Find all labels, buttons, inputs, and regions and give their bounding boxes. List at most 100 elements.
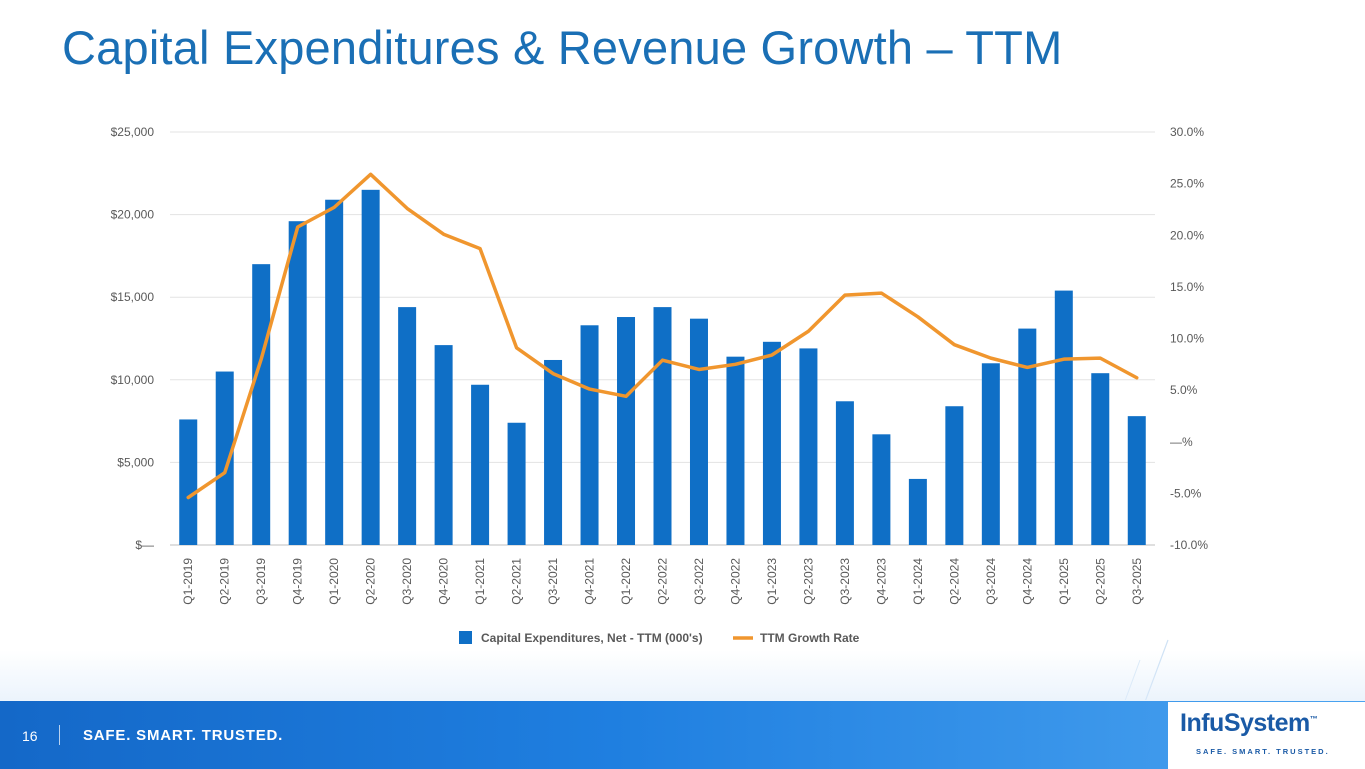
bar	[689, 318, 708, 545]
bar	[288, 221, 307, 545]
growth-rate-point	[187, 496, 190, 499]
y2-tick-label: -5.0%	[1170, 486, 1202, 500]
growth-rate-point	[478, 247, 482, 250]
bar	[799, 348, 818, 545]
growth-rate-point	[588, 387, 591, 391]
x-tick-label: Q1-2020	[327, 558, 341, 605]
y2-tick-label: —%	[1170, 435, 1193, 449]
x-tick-label: Q4-2023	[874, 558, 888, 605]
logo-backdrop	[1168, 702, 1365, 769]
bar	[726, 356, 745, 545]
growth-rate-point	[1099, 356, 1102, 360]
x-tick-label: Q4-2022	[728, 558, 742, 605]
y-tick-label: $15,000	[111, 290, 155, 304]
growth-rate-point	[1135, 376, 1138, 379]
logo-tagline: SAFE. SMART. TRUSTED.	[1196, 747, 1330, 756]
bar	[507, 422, 526, 545]
legend-swatch-capex	[459, 631, 472, 644]
bar	[580, 325, 599, 545]
x-tick-label: Q4-2024	[1020, 558, 1034, 605]
bar	[617, 317, 636, 545]
bar	[908, 478, 927, 545]
bar	[434, 345, 453, 545]
y2-tick-label: 15.0%	[1170, 280, 1204, 294]
growth-rate-point	[515, 346, 518, 349]
x-tick-label: Q1-2022	[619, 558, 633, 605]
x-tick-label: Q4-2021	[583, 558, 597, 605]
x-tick-label: Q3-2024	[984, 558, 998, 605]
capex-growth-chart: $— $5,000 $10,000 $15,000 $20,000 $25,000 -10.…	[111, 125, 1208, 700]
x-tick-label: Q2-2021	[510, 558, 524, 605]
growth-rate-point	[734, 363, 737, 366]
infusystem-logo: InfuSystem™	[1180, 709, 1318, 738]
bar	[1054, 290, 1073, 545]
x-tick-label: Q3-2023	[838, 558, 852, 605]
y2-tick-label: 20.0%	[1170, 228, 1204, 242]
x-tick-label: Q2-2019	[218, 558, 232, 605]
bar	[398, 307, 417, 545]
growth-rate-point	[551, 372, 555, 375]
growth-rate-point	[916, 315, 920, 319]
y-tick-label: $25,000	[111, 125, 155, 139]
y2-tick-label: 25.0%	[1170, 177, 1204, 191]
x-tick-label: Q2-2022	[656, 558, 670, 605]
logo-tm: ™	[1309, 714, 1318, 724]
x-tick-label: Q3-2021	[546, 558, 560, 605]
growth-rate-point	[260, 357, 263, 361]
x-tick-label: Q1-2021	[473, 558, 487, 605]
growth-rate-point	[661, 358, 664, 362]
growth-rate-point	[1062, 357, 1065, 361]
growth-rate-point	[843, 293, 847, 297]
growth-rate-point	[697, 368, 701, 371]
x-tick-label: Q3-2020	[400, 558, 414, 605]
bar	[1127, 416, 1146, 545]
bar	[1018, 328, 1037, 545]
footer-tagline: SAFE. SMART. TRUSTED.	[83, 727, 284, 744]
y-tick-label: $10,000	[111, 373, 155, 387]
legend-label-capex: Capital Expenditures, Net - TTM (000's)	[481, 631, 703, 645]
growth-rate-point	[989, 356, 993, 360]
bar	[215, 371, 234, 545]
page-number: 16	[22, 728, 38, 744]
bar	[361, 189, 380, 545]
x-tick-label: Q1-2023	[765, 558, 779, 605]
x-tick-label: Q2-2025	[1093, 558, 1107, 605]
x-tick-label: Q1-2019	[181, 558, 195, 605]
x-tick-label: Q1-2025	[1057, 558, 1071, 605]
logo-text-a: Infu	[1180, 709, 1224, 737]
growth-rate-point	[223, 471, 226, 474]
bar	[653, 307, 672, 545]
logo-text-b: System	[1223, 709, 1310, 737]
x-tick-label: Q2-2023	[801, 558, 815, 605]
growth-rate-point	[953, 343, 956, 346]
bar	[325, 199, 344, 545]
bar	[872, 434, 891, 545]
y2-tick-label: 30.0%	[1170, 125, 1204, 139]
x-tick-label: Q3-2019	[254, 558, 268, 605]
legend-label-growth: TTM Growth Rate	[760, 631, 860, 645]
bar	[1091, 373, 1110, 545]
growth-rate-point	[624, 395, 628, 398]
growth-rate-point	[770, 353, 774, 357]
y-tick-label: $20,000	[111, 208, 155, 222]
x-tick-label: Q3-2025	[1130, 558, 1144, 605]
bar	[252, 264, 271, 545]
y2-tick-label: 5.0%	[1170, 383, 1198, 397]
growth-rate-point	[296, 225, 299, 229]
bar	[762, 341, 781, 545]
growth-rate-point	[807, 330, 810, 333]
x-tick-label: Q4-2019	[291, 558, 305, 605]
bar	[471, 384, 490, 545]
x-tick-label: Q2-2024	[947, 558, 961, 605]
bar	[981, 363, 1000, 545]
x-tick-label: Q4-2020	[437, 558, 451, 605]
x-tick-label: Q2-2020	[364, 558, 378, 605]
growth-rate-point	[442, 233, 445, 236]
growth-rate-point	[1026, 366, 1029, 369]
y-tick-label: $—	[135, 538, 154, 552]
growth-rate-point	[880, 291, 883, 295]
growth-rate-point	[405, 207, 409, 210]
y2-tick-label: -10.0%	[1170, 538, 1208, 552]
x-tick-label: Q1-2024	[911, 558, 925, 605]
y2-tick-label: 10.0%	[1170, 332, 1204, 346]
